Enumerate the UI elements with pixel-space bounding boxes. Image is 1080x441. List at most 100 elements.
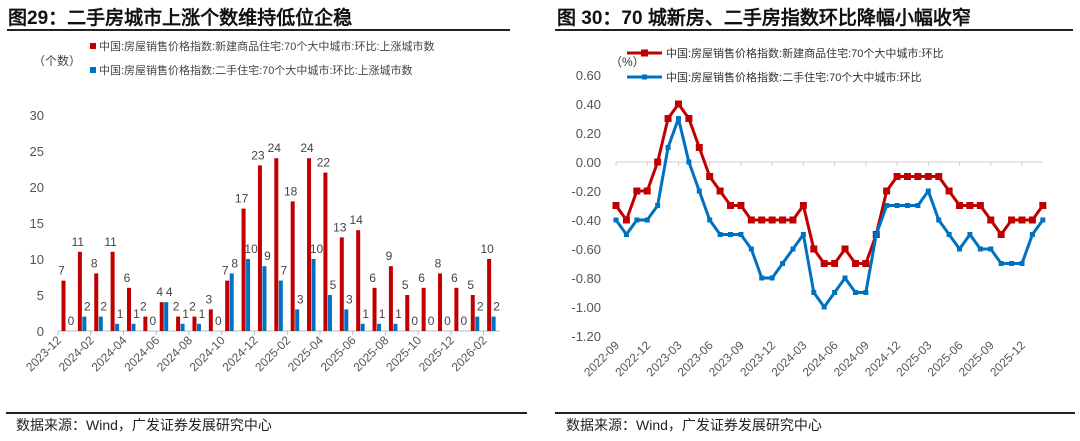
left-title-divider <box>7 29 510 31</box>
data-label: 9 <box>264 249 271 263</box>
bar-second-hand-2024-06 <box>164 302 169 331</box>
y-tick-label: 25 <box>30 144 44 159</box>
data-label: 8 <box>435 256 442 270</box>
point-marker-0-15 <box>768 216 776 224</box>
bar-second-hand-2026-02 <box>491 316 496 331</box>
point-marker-0-13 <box>747 216 755 224</box>
point-marker-1-31 <box>936 217 942 223</box>
bar-new-home-2024-09 <box>208 309 213 331</box>
point-marker-0-18 <box>799 202 807 209</box>
y-tick-label: -0.80 <box>571 271 601 286</box>
bar-new-home-2025-04 <box>323 172 328 331</box>
left-source-note: 数据来源：Wind，广发证券发展研究中心 <box>16 417 272 433</box>
point-marker-1-35 <box>977 246 983 252</box>
data-label: 0 <box>428 314 435 328</box>
data-label: 1 <box>395 307 402 321</box>
data-label: 2 <box>477 300 484 314</box>
point-marker-0-27 <box>893 173 901 180</box>
point-marker-1-16 <box>780 261 786 266</box>
data-label: 5 <box>467 278 474 292</box>
data-label: 3 <box>297 292 304 306</box>
point-marker-1-29 <box>915 203 921 208</box>
point-marker-1-11 <box>728 232 734 237</box>
y-tick-label: -1.00 <box>571 300 601 315</box>
point-marker-1-7 <box>686 159 692 165</box>
data-label: 6 <box>418 271 425 285</box>
point-marker-1-8 <box>696 188 702 194</box>
y-tick-label: -1.20 <box>571 329 601 344</box>
point-marker-1-18 <box>800 232 806 237</box>
legend-swatch-0 <box>90 43 96 49</box>
bar-new-home-2025-03 <box>307 158 312 331</box>
point-marker-0-20 <box>820 260 828 267</box>
data-label: 6 <box>124 271 131 285</box>
y-tick-label: 30 <box>30 108 44 123</box>
point-marker-0-26 <box>883 187 891 195</box>
bar-new-home-2025-11 <box>438 273 443 331</box>
right-line-chart: 中国:房屋销售价格指数:新建商品住宅:70个大中城市:环比中国:房屋销售价格指数… <box>571 46 1047 379</box>
point-marker-0-12 <box>737 202 745 209</box>
point-marker-0-31 <box>935 173 943 180</box>
data-label: 7 <box>58 264 65 278</box>
bar-second-hand-2024-03 <box>115 323 120 331</box>
bar-second-hand-2025-03 <box>311 259 316 331</box>
legend-label-0: 中国:房屋销售价格指数:新建商品住宅:70个大中城市:环比 <box>666 46 943 60</box>
data-label: 9 <box>386 249 393 263</box>
point-marker-0-29 <box>914 173 922 180</box>
bar-new-home-2026-01 <box>470 295 475 331</box>
point-marker-0-11 <box>727 202 735 209</box>
bar-second-hand-2024-10 <box>229 273 234 331</box>
data-label: 8 <box>91 256 98 270</box>
point-marker-0-33 <box>956 202 964 209</box>
point-marker-1-34 <box>967 232 973 237</box>
point-marker-0-4 <box>654 158 662 166</box>
point-marker-0-37 <box>997 231 1005 238</box>
legend-label-1: 中国:房屋销售价格指数:二手住宅:70个大中城市:环比:上涨城市数 <box>99 63 413 77</box>
point-marker-1-0 <box>613 217 619 223</box>
point-marker-1-41 <box>1040 217 1046 223</box>
bar-new-home-2024-06 <box>159 302 164 331</box>
left-figure-title: 图29：二手房城市上涨个数维持低位企稳 <box>8 8 353 29</box>
data-label: 6 <box>369 271 376 285</box>
bar-new-home-2025-05 <box>339 237 344 331</box>
line-second-hand <box>614 117 1045 309</box>
x-tick-label: 2025-12 <box>987 338 1028 379</box>
point-marker-1-26 <box>884 203 890 208</box>
data-label: 1 <box>182 307 189 321</box>
data-label: 0 <box>68 314 75 328</box>
point-marker-0-28 <box>903 173 911 180</box>
bar-new-home-2026-02 <box>487 259 492 331</box>
right-figure-title: 图 30：70 城新房、二手房指数环比降幅小幅收窄 <box>557 8 971 29</box>
point-marker-0-0 <box>612 202 620 209</box>
bar-second-hand-2024-02 <box>98 316 103 331</box>
bar-second-hand-2024-08 <box>196 323 201 331</box>
point-marker-1-2 <box>634 217 640 223</box>
data-label: 11 <box>104 235 117 249</box>
bar-new-home-2024-02 <box>94 273 99 331</box>
data-label: 3 <box>346 292 353 306</box>
y-tick-label: 0.20 <box>576 126 601 141</box>
bar-second-hand-2025-06 <box>360 323 365 331</box>
point-marker-1-30 <box>925 188 931 194</box>
y-tick-label: 15 <box>30 216 44 231</box>
point-marker-1-37 <box>998 261 1004 266</box>
point-marker-1-27 <box>894 203 900 208</box>
point-marker-1-10 <box>717 232 723 237</box>
point-marker-1-38 <box>1009 261 1015 266</box>
point-marker-0-24 <box>862 260 870 267</box>
data-label: 0 <box>150 314 157 328</box>
point-marker-0-8 <box>695 144 703 151</box>
y-tick-label: 5 <box>37 288 44 303</box>
point-marker-1-13 <box>748 246 754 252</box>
point-marker-0-38 <box>1008 216 1016 224</box>
point-marker-0-3 <box>643 187 651 195</box>
bar-second-hand-2024-12 <box>262 266 267 331</box>
data-label: 4 <box>166 285 173 299</box>
y-tick-label: -0.60 <box>571 242 601 257</box>
data-label: 0 <box>444 314 451 328</box>
legend-marker-1 <box>642 74 647 80</box>
point-marker-0-23 <box>851 260 859 267</box>
point-marker-1-6 <box>675 116 681 121</box>
bar-second-hand-2024-01 <box>82 316 87 331</box>
data-label: 22 <box>317 156 331 170</box>
